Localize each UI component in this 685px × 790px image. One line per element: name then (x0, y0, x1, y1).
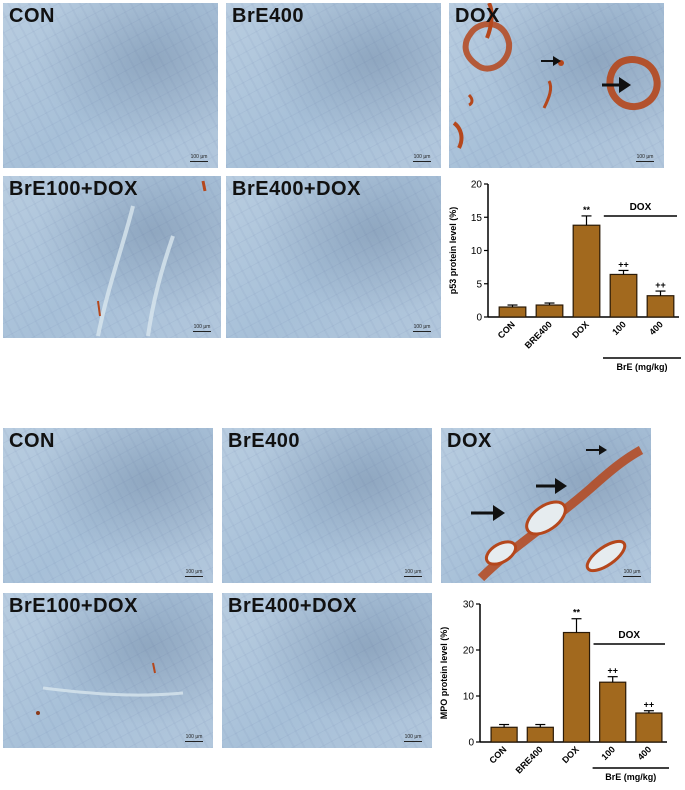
scale-bar: 100 μm (636, 154, 654, 162)
mpo-bar-chart: 0 10 20 30 MPO protein level (%) CON BRE400 ** D… (439, 600, 669, 782)
panel-label: BrE400 (228, 430, 300, 452)
x-tick-label: 100 (610, 319, 628, 337)
micrograph-con-bottom: CON 100 μm (3, 428, 213, 583)
y-axis-label: p53 protein level (%) (448, 207, 458, 295)
stain-overlay (471, 445, 644, 582)
micrograph-dox-top: DOX 100 μm (449, 3, 664, 168)
scale-bar: 100 μm (185, 734, 203, 742)
y-tick-label: 20 (471, 180, 483, 191)
panel-label: CON (9, 430, 55, 452)
x-tick-label: CON (487, 744, 508, 765)
significance-mark: ++ (607, 666, 618, 676)
bar-con (498, 306, 527, 318)
p53-bar-chart: 0 5 10 15 20 p53 protein level (%) CON BRE400 **… (448, 180, 681, 372)
scale-bar: 100 μm (413, 324, 431, 332)
scale-bar: 100 μm (190, 154, 208, 162)
bar-bre400 (526, 726, 554, 743)
group-label: DOX (630, 202, 652, 213)
y-tick-label: 5 (476, 279, 482, 290)
micrograph-bre400-bottom: BrE400 100 μm (222, 428, 432, 583)
bar-400 (646, 295, 675, 318)
panel-label: BrE100+DOX (9, 595, 138, 617)
xgroup-label: BrE (mg/kg) (605, 772, 656, 782)
stain-overlay (96, 180, 207, 337)
significance-mark: ++ (655, 280, 666, 290)
significance-mark: ** (573, 608, 581, 618)
bar-con (490, 726, 518, 743)
y-tick-label: 10 (463, 692, 475, 703)
significance-mark: ++ (644, 700, 655, 710)
y-tick-label: 15 (471, 213, 483, 224)
x-tick-label: 400 (647, 319, 665, 337)
panel-label: BrE400+DOX (232, 178, 361, 200)
micrograph-bre400-dox-bottom: BrE400+DOX 100 μm (222, 593, 432, 748)
bar-100 (599, 681, 627, 743)
scale-bar: 100 μm (185, 569, 203, 577)
x-tick-label: BRE400 (523, 319, 554, 350)
micrograph-bre100-dox-bottom: BrE100+DOX 100 μm (3, 593, 213, 748)
significance-mark: ++ (618, 259, 629, 269)
x-tick-label: DOX (570, 319, 591, 340)
bar-400 (635, 712, 663, 743)
significance-mark: ** (583, 205, 591, 215)
bar-bre400 (535, 304, 564, 318)
panel-label: BrE400+DOX (228, 595, 357, 617)
x-tick-label: CON (496, 319, 517, 340)
micrograph-bre400-top: BrE400 100 μm (226, 3, 441, 168)
y-tick-label: 0 (468, 738, 474, 749)
x-tick-label: 400 (636, 744, 654, 762)
scale-bar: 100 μm (413, 154, 431, 162)
group-label: DOX (618, 630, 640, 641)
panel-label: DOX (447, 430, 492, 452)
y-tick-label: 20 (463, 646, 475, 657)
scale-bar: 100 μm (404, 734, 422, 742)
bar-dox (562, 631, 591, 743)
xgroup-label: BrE (mg/kg) (616, 362, 667, 372)
scale-bar: 100 μm (404, 569, 422, 577)
y-tick-label: 0 (476, 313, 482, 324)
panel-label: DOX (455, 5, 500, 27)
y-axis-label: MPO protein level (%) (439, 627, 449, 720)
y-tick-label: 10 (471, 246, 483, 257)
x-tick-label: BRE400 (514, 744, 545, 775)
stain-overlay (36, 662, 184, 715)
y-tick-label: 30 (463, 600, 475, 611)
bar-dox (572, 224, 601, 318)
x-tick-label: 100 (599, 744, 617, 762)
panel-label: BrE100+DOX (9, 178, 138, 200)
scale-bar: 100 μm (193, 324, 211, 332)
x-tick-label: DOX (560, 744, 581, 765)
micrograph-bre400-dox-top: BrE400+DOX 100 μm (226, 176, 441, 338)
stain-overlay (452, 3, 661, 149)
panel-label: CON (9, 5, 55, 27)
bar-100 (609, 273, 638, 318)
panel-label: BrE400 (232, 5, 304, 27)
micrograph-dox-bottom: DOX 100 μm (441, 428, 651, 583)
micrograph-con-top: CON 100 μm (3, 3, 218, 168)
scale-bar: 100 μm (623, 569, 641, 577)
micrograph-bre100-dox-top: BrE100+DOX 100 μm (3, 176, 221, 338)
